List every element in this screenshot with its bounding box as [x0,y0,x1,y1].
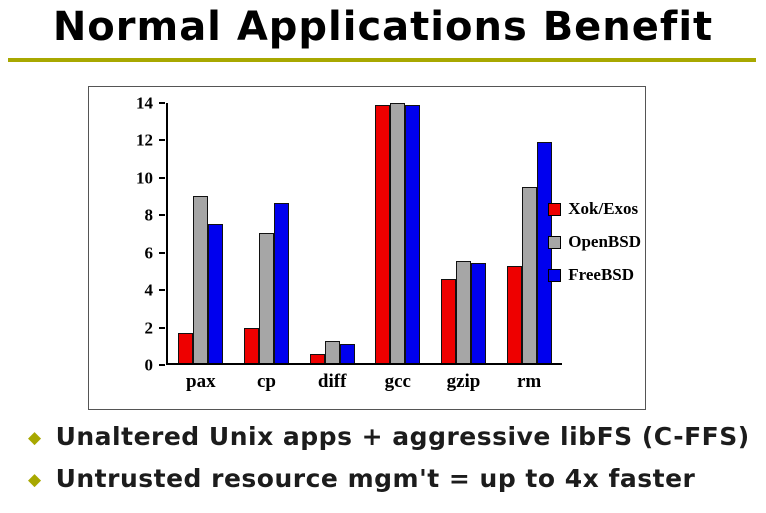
x-category-label: cp [256,371,276,392]
bar-xok-exos-pax [178,333,194,363]
bar-group-rm: rm [506,103,552,392]
bar-group-gcc: gcc [375,103,421,392]
bar-group-diff: diff [309,103,355,392]
y-tick-mark [159,214,165,217]
y-tick-mark [159,251,165,254]
slide-title: Normal Applications Benefit [52,4,714,50]
y-tick-label: 0 [144,355,154,375]
y-tick-label: 6 [144,243,154,263]
y-tick-mark [159,139,165,142]
y-tick-label: 8 [144,205,154,225]
legend-item-xok-exos: Xok/Exos [548,199,641,219]
bar-openbsd-gcc [390,103,406,363]
legend-swatch-icon [548,235,562,249]
bar-xok-exos-gcc [375,104,391,363]
bar-openbsd-cp [258,233,274,363]
legend-label: Xok/Exos [568,199,639,218]
bar-openbsd-gzip [455,260,471,363]
title-underline [8,58,756,62]
y-tick-mark [159,326,165,329]
legend-swatch-icon [548,202,562,216]
y-tick-label: 14 [136,93,153,113]
y-tick-label: 12 [136,130,153,150]
diamond-bullet-icon: ◆ [28,428,42,448]
bullet-item: ◆ Unaltered Unix apps + aggressive libFS… [28,422,756,451]
x-category-label: rm [516,371,542,392]
bar-freebsd-cp [273,203,289,363]
bar-openbsd-pax [193,195,209,363]
y-tick-mark [159,176,165,179]
y-tick-mark [159,289,165,292]
x-category-label: gcc [384,371,411,392]
y-tick-mark [159,364,165,366]
legend-item-freebsd: FreeBSD [548,265,641,285]
bar-freebsd-rm [536,142,552,363]
bullet-list: ◆ Unaltered Unix apps + aggressive libFS… [28,422,756,506]
x-category-label: gzip [446,371,481,392]
bar-xok-exos-rm [506,266,522,363]
bar-xok-exos-cp [243,327,259,363]
x-category-label: diff [317,371,347,392]
x-category-label: pax [186,371,216,392]
y-axis: 0 2 4 6 8 10 12 14 [89,95,165,374]
plot-area: pax cp diff gcc gzip rm [166,103,562,392]
bar-group-pax: pax [178,103,224,392]
bar-group-cp: cp [243,103,289,392]
bullet-text: Unaltered Unix apps + aggressive libFS (… [55,422,750,451]
bar-freebsd-gzip [470,262,486,363]
legend-item-openbsd: OpenBSD [548,232,641,252]
bar-freebsd-gcc [405,104,421,363]
bullet-text: Untrusted resource mgm't = up to 4x fast… [55,464,696,493]
bullet-item: ◆ Untrusted resource mgm't = up to 4x fa… [28,464,756,493]
legend-label: FreeBSD [568,265,635,284]
y-tick-label: 2 [144,318,154,338]
bar-freebsd-diff [339,344,355,363]
y-tick-mark [159,102,165,104]
legend-swatch-icon [548,268,562,282]
y-tick-label: 10 [136,168,153,188]
bar-xok-exos-gzip [440,279,456,363]
diamond-bullet-icon: ◆ [28,470,42,490]
bar-xok-exos-diff [309,353,325,363]
bar-freebsd-pax [208,223,224,363]
bar-openbsd-diff [324,340,340,363]
bar-chart: 0 2 4 6 8 10 12 14 pax cp diff gcc gzip rm Xok/Exos O… [88,86,646,410]
bar-openbsd-rm [521,186,537,363]
bar-group-gzip: gzip [440,103,486,392]
chart-legend: Xok/Exos OpenBSD FreeBSD [548,199,641,285]
y-tick-label: 4 [144,280,154,300]
legend-label: OpenBSD [568,232,641,251]
